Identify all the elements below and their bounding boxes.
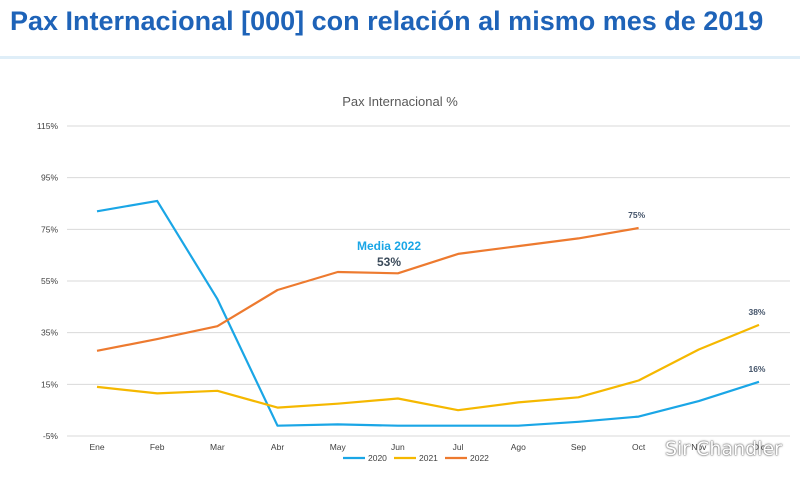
y-tick-label: -5%	[43, 431, 59, 441]
y-tick-label: 55%	[41, 276, 58, 286]
x-tick-label: Mar	[210, 442, 225, 452]
chart-title: Pax Internacional %	[342, 94, 458, 109]
header-divider	[0, 56, 800, 59]
data-label: 38%	[748, 307, 765, 317]
legend: 2020 2021 2022	[343, 453, 489, 463]
annotation-value: 53%	[377, 255, 401, 269]
x-tick-label: Dic	[753, 442, 766, 452]
data-label: 16%	[748, 364, 765, 374]
page-title: Pax Internacional [000] con relación al …	[10, 6, 764, 36]
x-tick-label: May	[330, 442, 347, 452]
series-line-2020	[96, 199, 760, 427]
y-tick-label: 35%	[41, 328, 58, 338]
legend-label: 2022	[470, 453, 489, 463]
y-tick-label: 115%	[37, 121, 59, 131]
x-tick-label: Abr	[271, 442, 284, 452]
series-line-2021	[96, 323, 760, 412]
data-label: 75%	[628, 210, 645, 220]
x-tick-label: Oct	[632, 442, 646, 452]
x-tick-label: Ago	[511, 442, 526, 452]
series-lines	[96, 199, 760, 427]
chart-panel: Pax Internacional % 115% 95% 75% 55% 35% 15% -…	[0, 59, 800, 480]
header: Pax Internacional [000] con relación al …	[0, 0, 800, 58]
annotation-title: Media 2022	[357, 239, 421, 253]
y-tick-label: 95%	[41, 173, 58, 183]
gridlines	[67, 125, 790, 437]
x-tick-label: Nov	[691, 442, 707, 452]
x-tick-label: Ene	[89, 442, 104, 452]
legend-label: 2021	[419, 453, 438, 463]
x-axis-ticks: Ene Feb Mar Abr May Jun Jul Ago Sep Oct Nov Dic	[89, 442, 765, 452]
legend-label: 2020	[368, 453, 387, 463]
x-tick-label: Feb	[150, 442, 165, 452]
y-tick-label: 75%	[41, 224, 58, 234]
y-tick-label: 15%	[41, 379, 58, 389]
watermark: Sir Chandler	[664, 438, 782, 460]
x-tick-label: Sep	[571, 442, 586, 452]
x-tick-label: Jul	[453, 442, 464, 452]
x-tick-label: Jun	[391, 442, 405, 452]
line-chart: Pax Internacional % 115% 95% 75% 55% 35% 15% -…	[37, 94, 790, 463]
data-labels: 75% 38% 16%	[628, 210, 766, 374]
series-line-2022	[96, 226, 639, 352]
y-axis-ticks: 115% 95% 75% 55% 35% 15% -5%	[37, 121, 59, 441]
